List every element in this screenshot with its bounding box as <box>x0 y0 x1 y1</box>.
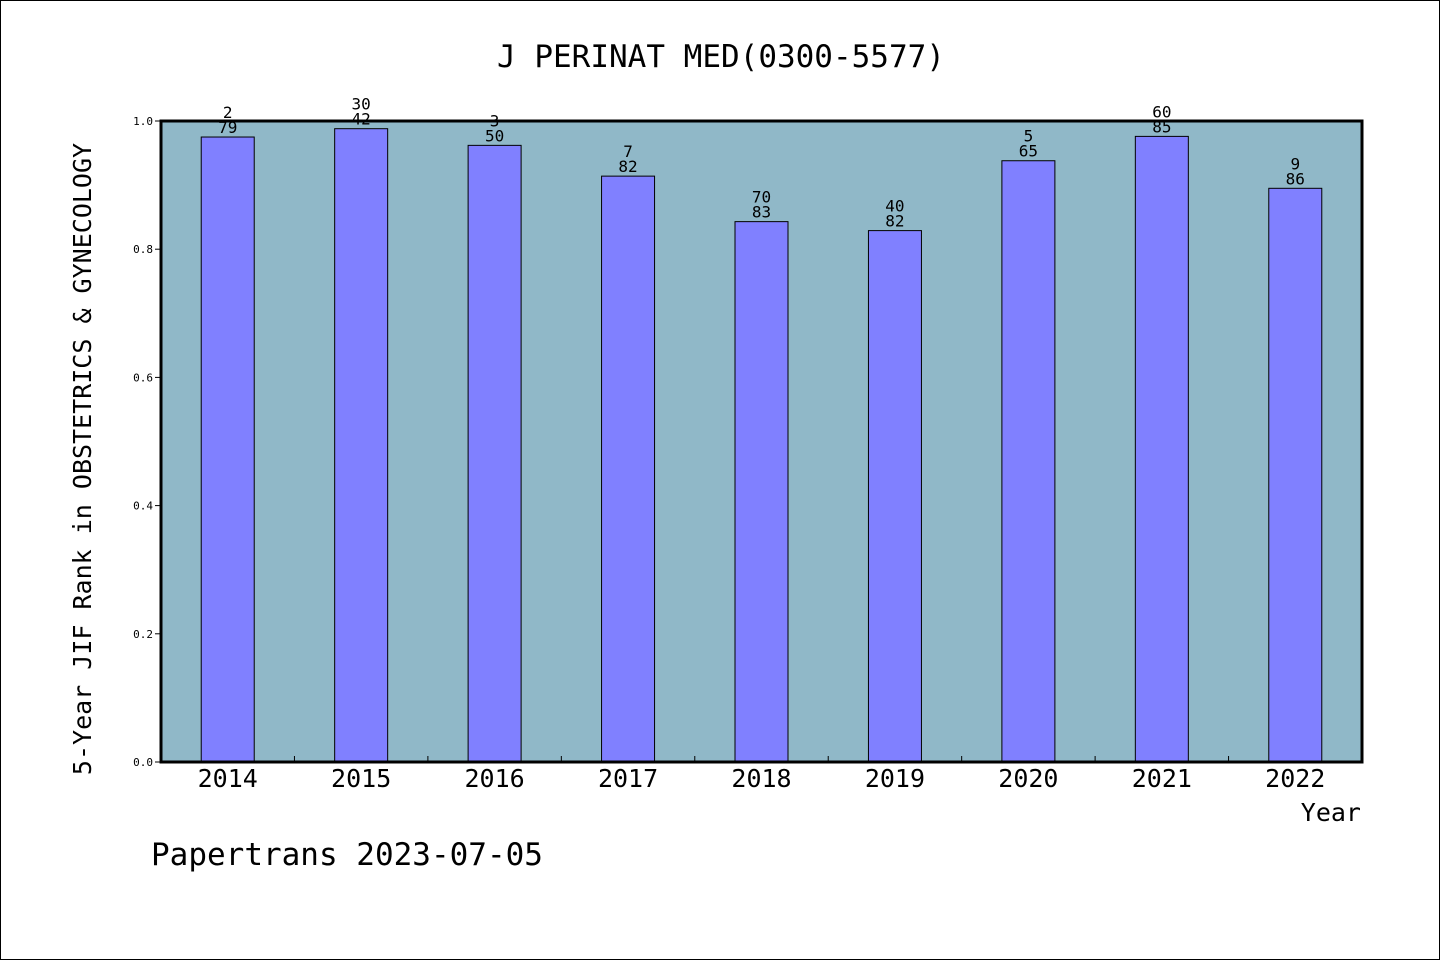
bar-rank-label: 60 <box>1152 102 1171 121</box>
y-tick-label: 0.4 <box>133 500 153 513</box>
x-tick-label: 2022 <box>1265 764 1325 793</box>
x-tick-label: 2014 <box>198 764 258 793</box>
bar-total-label: 79 <box>218 118 237 137</box>
x-axis-label: Year <box>1301 798 1361 827</box>
chart-title: J PERINAT MED(0300-5577) <box>497 39 945 75</box>
plot-frame <box>159 119 1364 764</box>
x-tick-label: 2015 <box>331 764 391 793</box>
x-tick-label: 2021 <box>1132 764 1192 793</box>
bar-2015 <box>334 128 389 763</box>
bar-total-label: 83 <box>752 203 771 222</box>
bar-rank-label: 5 <box>1024 127 1034 146</box>
y-axis-label: 5-Year JIF Rank in OBSTETRICS & GYNECOLO… <box>68 143 97 775</box>
x-tick-label: 2018 <box>731 764 791 793</box>
bar-total-label: 86 <box>1286 169 1305 188</box>
bar-2019 <box>867 230 922 763</box>
x-axis: 2014 2015 2016 2017 2018 2019 2020 2021 2022 <box>198 756 1325 793</box>
y-tick-label: 0.2 <box>133 628 153 641</box>
bar-2014 <box>200 136 255 763</box>
footer-credit: Papertrans 2023-07-05 <box>151 837 543 873</box>
bar-total-label: 82 <box>618 157 637 176</box>
bar-2016 <box>467 144 522 763</box>
y-tick-label: 1.0 <box>133 115 153 128</box>
bar-rank-label: 2 <box>223 103 233 122</box>
bar-total-label: 82 <box>885 212 904 231</box>
x-tick-label: 2017 <box>598 764 658 793</box>
bar-rank-label: 9 <box>1290 154 1300 173</box>
bar-rank-label: 70 <box>752 188 771 207</box>
bar-total-label: 65 <box>1019 142 1038 161</box>
bar-total-label: 50 <box>485 126 504 145</box>
bar-2021 <box>1134 135 1189 763</box>
bar-2017 <box>601 175 656 763</box>
bar-2020 <box>1001 160 1056 763</box>
bar-2022 <box>1268 187 1323 763</box>
y-axis: 0.0 0.2 0.4 0.6 0.8 1.0 <box>133 115 161 769</box>
y-tick-label: 0.0 <box>133 756 153 769</box>
y-tick-label: 0.6 <box>133 371 153 384</box>
bar-series <box>200 128 1323 763</box>
bar-2018 <box>734 221 789 763</box>
x-tick-label: 2016 <box>465 764 525 793</box>
bar-rank-label: 30 <box>352 95 371 114</box>
y-tick-label: 0.8 <box>133 243 153 256</box>
bar-total-label: 42 <box>352 110 371 129</box>
x-tick-label: 2019 <box>865 764 925 793</box>
x-tick-label: 2020 <box>998 764 1058 793</box>
bar-rank-label: 40 <box>885 197 904 216</box>
bar-rank-label: 7 <box>623 142 633 161</box>
